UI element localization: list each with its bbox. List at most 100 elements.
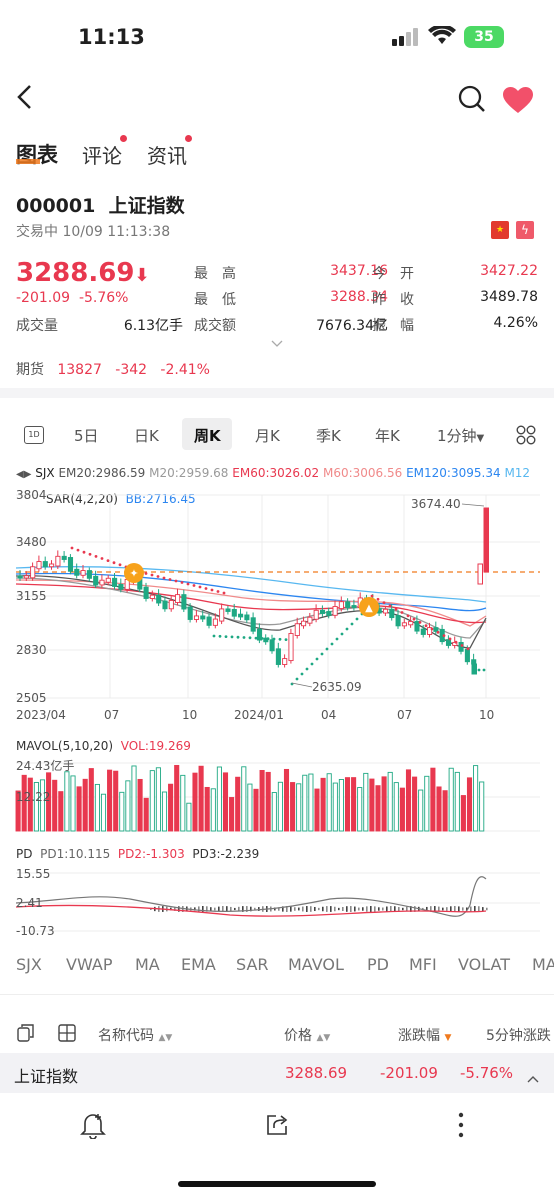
pd-y-tick-top: 15.55 [16, 867, 50, 881]
pd-bar [482, 907, 484, 911]
indicator-ema[interactable]: EMA [181, 955, 216, 974]
pd-bar [474, 906, 476, 912]
lightning-icon[interactable]: ϟ [516, 221, 534, 239]
x-tick-2024-01: 2024/01 [234, 708, 284, 722]
gridlines [16, 494, 540, 699]
candle [275, 648, 281, 665]
volume-bar [436, 786, 442, 832]
pd-bar [254, 907, 256, 911]
period-daily-k[interactable]: 日K [134, 427, 159, 445]
pd-bar [390, 906, 392, 912]
pd-bar [218, 906, 220, 912]
sar-dot [418, 621, 422, 624]
indicator-vwap[interactable]: VWAP [66, 955, 113, 974]
candle [338, 601, 344, 609]
pd-chart[interactable]: 15.55 2.41 -10.73 [0, 865, 554, 937]
sar-dot [204, 587, 208, 590]
period-yearly-k[interactable]: 年K [375, 427, 400, 445]
volume-bar [265, 771, 271, 832]
kline-chart[interactable]: ✦ ▲ 3674.40 2635.09 3804 3480 3155 2830 … [0, 488, 554, 723]
period-1min[interactable]: 1分钟▼ [437, 427, 485, 445]
pd-bar [202, 906, 204, 912]
candle [445, 639, 452, 646]
sar-dot [436, 630, 440, 634]
list-row-bg[interactable] [0, 1053, 554, 1093]
volume-chart[interactable]: 24.43亿手 12.22 [0, 755, 554, 835]
candle-latest [484, 508, 489, 572]
expand-chevron-icon[interactable] [271, 333, 283, 352]
sar-dot [94, 555, 98, 558]
candle [282, 658, 288, 665]
table-grid-icon[interactable] [58, 1024, 76, 1046]
volume-bar [143, 797, 149, 832]
sar-dot [442, 634, 446, 637]
pd-bar [174, 907, 176, 911]
battery-icon: 35 [464, 26, 504, 48]
low-annotation: 2635.09 [312, 680, 362, 694]
header-price[interactable]: 价格 ▲▼ [284, 1028, 331, 1044]
volume-bar [88, 768, 94, 832]
period-weekly-k[interactable]: 周K [194, 427, 221, 445]
candle [382, 608, 389, 614]
indicator-sjx[interactable]: SJX [16, 955, 42, 974]
header-change[interactable]: 涨跌幅 ▼ [398, 1028, 452, 1044]
period-quarterly-k[interactable]: 季K [316, 427, 341, 445]
favorite-heart-icon[interactable] [502, 86, 534, 118]
copy-icon[interactable] [17, 1023, 35, 1047]
volume-bar [381, 776, 387, 832]
section-divider [0, 388, 554, 398]
collapse-up-icon[interactable] [527, 1068, 539, 1087]
indicator-sar[interactable]: SAR [236, 955, 269, 974]
volume-bar [70, 775, 76, 832]
volume-bar [357, 787, 363, 832]
header-name-code[interactable]: 名称代码 ▲▼ [98, 1028, 173, 1044]
candle [49, 563, 55, 568]
y-tick-2830: 2830 [16, 643, 47, 657]
candle [433, 627, 439, 632]
volume-bar [448, 767, 454, 832]
candle [294, 623, 300, 636]
grid-settings-icon[interactable] [516, 425, 536, 449]
indicator-ma-extra[interactable]: MA [532, 955, 554, 974]
pd-bar [382, 907, 384, 911]
sar-dot [266, 637, 270, 641]
futures-row[interactable]: 期货 13827 -342 -2.41% [16, 362, 210, 378]
pd-bar [402, 907, 404, 911]
period-5d[interactable]: 5日 [74, 427, 99, 445]
y-tick-3480: 3480 [16, 535, 47, 549]
more-icon[interactable] [457, 1112, 465, 1142]
sar-dot [305, 667, 309, 671]
sar-dot [335, 637, 339, 641]
pd-bar [306, 906, 308, 912]
share-icon[interactable] [264, 1112, 290, 1142]
indicator-mavol[interactable]: MAVOL [288, 955, 344, 974]
header-5min[interactable]: 5分钟涨跌 [486, 1028, 551, 1044]
back-icon[interactable] [14, 84, 36, 114]
candle [401, 622, 407, 627]
volume-bar [442, 790, 448, 832]
candle [477, 563, 483, 585]
ema-red-line [15, 583, 487, 624]
indicator-volat[interactable]: VOLAT [458, 955, 511, 974]
indicator-ma[interactable]: MA [135, 955, 160, 974]
pd-bar [374, 906, 376, 912]
sar-dot [82, 550, 86, 554]
pd-bar [318, 907, 320, 911]
alert-bell-icon[interactable] [80, 1111, 106, 1143]
tab-comments[interactable]: 评论 [82, 144, 122, 168]
sar-dot [222, 591, 226, 595]
x-tick-2023-04: 2023/04 [16, 708, 66, 722]
period-1d-button[interactable]: 1D [24, 426, 44, 444]
sar-dot [320, 652, 324, 656]
sar-dot [340, 632, 344, 636]
search-icon[interactable] [458, 85, 486, 117]
tab-news[interactable]: 资讯 [147, 144, 187, 168]
volume-bar [155, 767, 161, 832]
pd-bar [274, 907, 276, 911]
tab-chart[interactable]: 图表 [16, 143, 58, 167]
pd-bar [350, 906, 352, 912]
candle [464, 648, 470, 663]
indicator-mfi[interactable]: MFI [409, 955, 437, 974]
indicator-pd[interactable]: PD [367, 955, 389, 974]
period-monthly-k[interactable]: 月K [255, 427, 280, 445]
